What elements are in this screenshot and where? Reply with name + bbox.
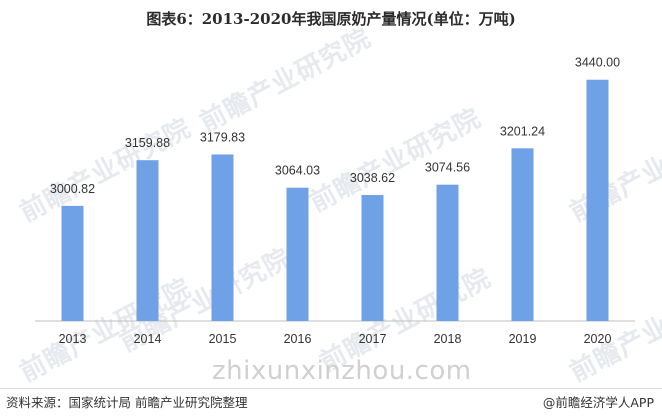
bar-2016 xyxy=(286,187,309,321)
x-tick-label-2016: 2016 xyxy=(284,332,312,346)
x-tick-label-2014: 2014 xyxy=(134,332,162,346)
bar-chart: 3000.82 2013 3159.88 2014 3179.83 2015 3064.03… xyxy=(35,56,635,346)
x-tick-label-2013: 2013 xyxy=(59,332,87,346)
value-label-2016: 3064.03 xyxy=(275,164,320,178)
bar-2019 xyxy=(511,148,534,321)
x-tick-label-2017: 2017 xyxy=(359,332,387,346)
site-watermark: zhixunxinzhou.com xyxy=(212,356,472,386)
value-label-2014: 3159.88 xyxy=(125,136,170,150)
x-tick-label-2015: 2015 xyxy=(209,332,237,346)
value-label-2019: 3201.24 xyxy=(500,124,545,138)
chart-title: 图表6：2013-2020年我国原奶产量情况(单位：万吨) xyxy=(146,10,516,28)
value-label-2013: 3000.82 xyxy=(50,182,95,196)
credit-note: @前瞻经济学人APP xyxy=(542,395,654,410)
value-label-2015: 3179.83 xyxy=(200,130,245,144)
source-note: 资料来源：国家统计局 前瞻产业研究院整理 xyxy=(6,395,248,410)
bar-2018 xyxy=(436,184,459,321)
bar-2020 xyxy=(586,79,609,321)
footer-divider xyxy=(0,388,662,389)
value-label-2018: 3074.56 xyxy=(425,161,470,175)
x-tick-label-2018: 2018 xyxy=(434,332,462,346)
value-label-2020: 3440.00 xyxy=(575,56,620,70)
x-tick-label-2020: 2020 xyxy=(584,332,612,346)
bar-2015 xyxy=(211,154,234,321)
bar-2013 xyxy=(61,205,84,321)
bar-2017 xyxy=(361,195,384,321)
bar-2014 xyxy=(136,160,159,321)
x-tick-label-2019: 2019 xyxy=(509,332,537,346)
value-label-2017: 3038.62 xyxy=(350,171,395,185)
